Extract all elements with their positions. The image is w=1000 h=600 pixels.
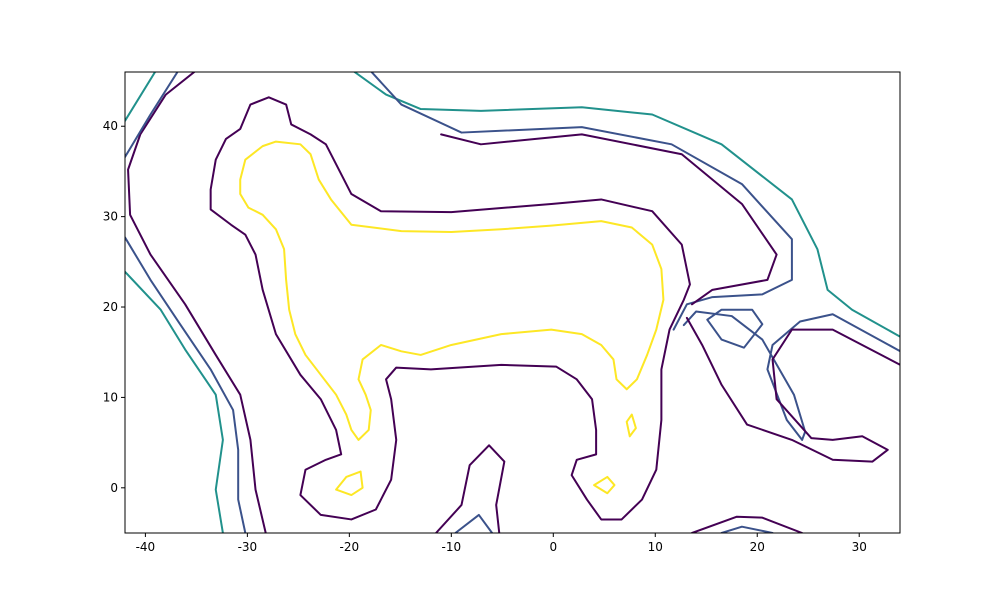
x-tick-label: -20 bbox=[340, 540, 360, 554]
contour-line bbox=[435, 444, 506, 533]
contour-line bbox=[335, 470, 364, 497]
x-tick-label: -40 bbox=[136, 540, 156, 554]
x-tick-label: 10 bbox=[648, 540, 663, 554]
y-tick-label: 0 bbox=[110, 481, 118, 495]
contour-line bbox=[209, 96, 691, 521]
contour-line bbox=[125, 270, 224, 533]
plot-area bbox=[125, 72, 900, 533]
contour-line bbox=[125, 236, 247, 533]
contour-line bbox=[127, 72, 267, 533]
x-tick-label: -30 bbox=[238, 540, 258, 554]
contour-line bbox=[239, 140, 665, 441]
contour-line bbox=[440, 133, 778, 306]
y-tick-label: 40 bbox=[103, 119, 118, 133]
x-tick-label: 0 bbox=[549, 540, 557, 554]
contour-line bbox=[454, 513, 494, 533]
contour-line bbox=[685, 316, 900, 463]
y-tick-label: 10 bbox=[103, 390, 118, 404]
contour-line bbox=[690, 515, 804, 533]
x-tick-label: 30 bbox=[852, 540, 867, 554]
contour-line bbox=[593, 475, 616, 495]
y-tick-label: 30 bbox=[103, 210, 118, 224]
y-tick-label: 20 bbox=[103, 300, 118, 314]
contour-line bbox=[706, 308, 764, 349]
x-tick-label: 20 bbox=[750, 540, 765, 554]
contour-line bbox=[125, 72, 157, 122]
contour-line bbox=[370, 72, 793, 331]
contour-line bbox=[682, 310, 900, 441]
axes-frame bbox=[124, 71, 901, 534]
contour-line bbox=[125, 72, 179, 158]
x-tick-label: -10 bbox=[442, 540, 462, 554]
contour-line bbox=[352, 72, 900, 338]
contour-line bbox=[625, 413, 637, 438]
contour-line bbox=[720, 525, 774, 533]
